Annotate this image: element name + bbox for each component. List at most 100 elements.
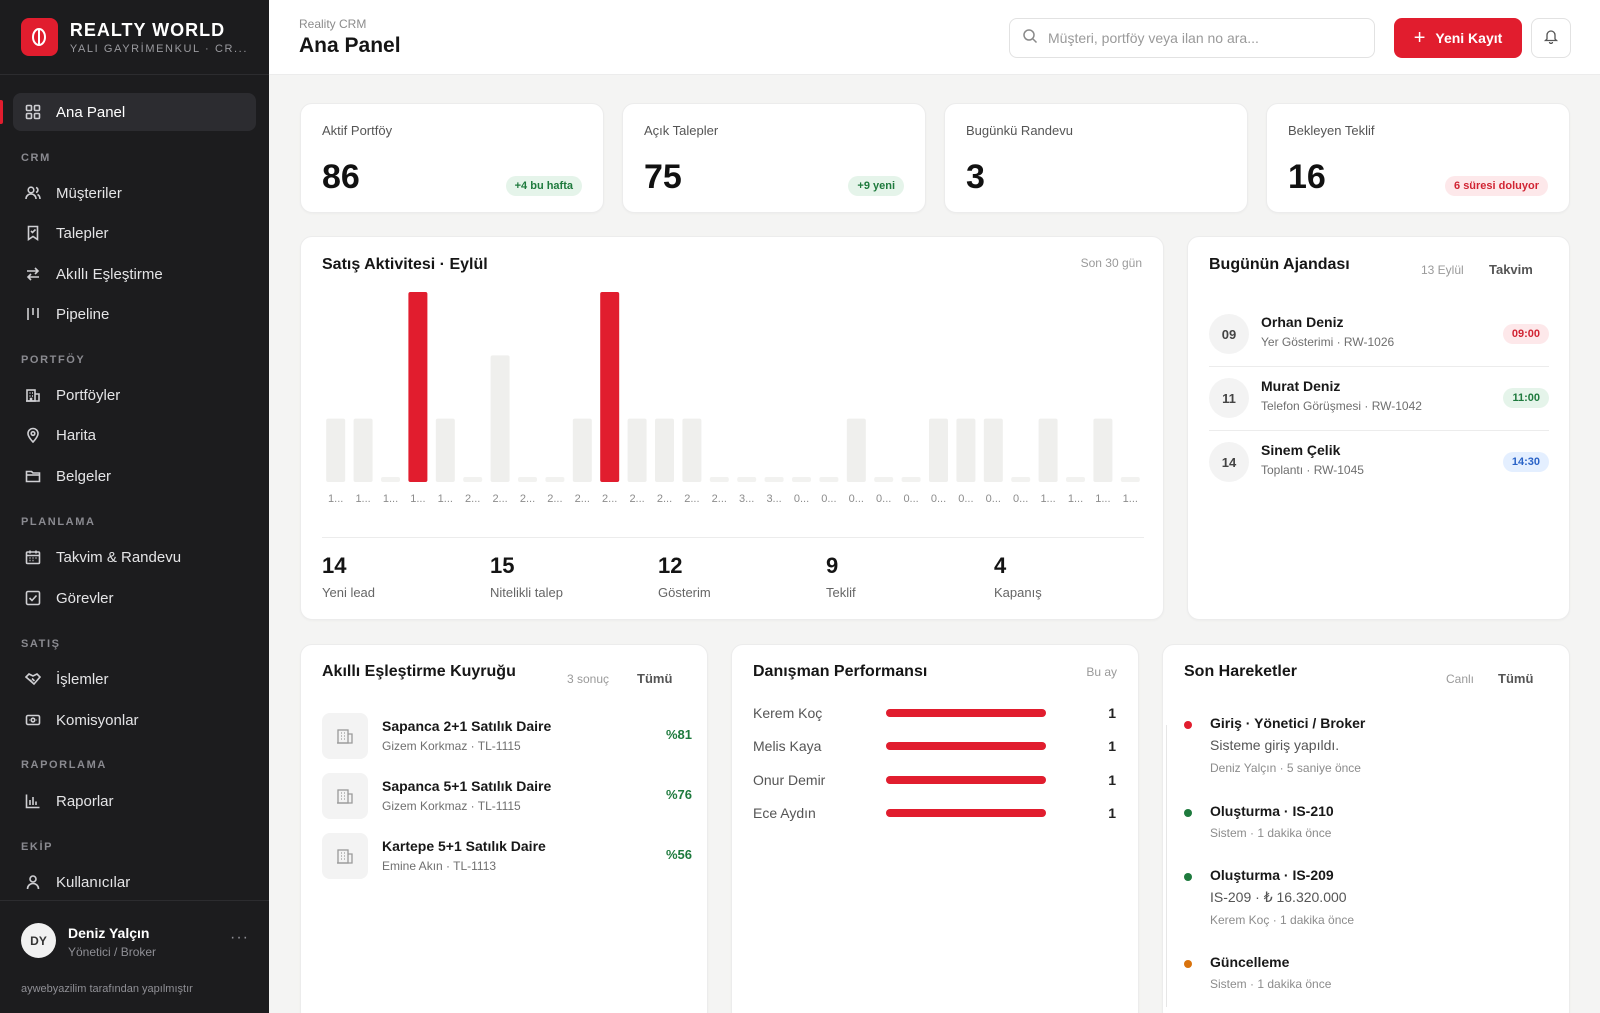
chart-bar[interactable] bbox=[463, 477, 483, 482]
agenda-time: 09:00 bbox=[1502, 324, 1549, 344]
sidebar-item-label: Ana Panel bbox=[56, 103, 126, 121]
checkbox-icon bbox=[24, 589, 42, 607]
match-sub: Gizem Korkmaz · TL-1115 bbox=[382, 799, 521, 813]
more-options-icon[interactable]: ··· bbox=[230, 929, 249, 946]
chart-bar[interactable] bbox=[1038, 418, 1058, 482]
search-input[interactable] bbox=[1048, 30, 1358, 46]
credit-text: aywebyazilim tarafından yapılmıştır bbox=[21, 983, 193, 995]
timeline-line bbox=[1166, 725, 1167, 1007]
stat-badge: +4 bu hafta bbox=[505, 176, 582, 196]
sidebar-item-talepler[interactable]: Talepler bbox=[13, 214, 256, 252]
sidebar-item-raporlar[interactable]: Raporlar bbox=[13, 782, 256, 820]
sidebar-item-label: Müşteriler bbox=[56, 184, 122, 202]
match-item[interactable]: Sapanca 2+1 Satılık Daire Gizem Korkmaz … bbox=[322, 711, 692, 761]
activity-all-link[interactable]: Tümü bbox=[1498, 671, 1534, 686]
chart-bar[interactable] bbox=[353, 418, 373, 482]
stat-card-bekleyen-teklif[interactable]: Bekleyen Teklif 16 6 süresi doluyor bbox=[1266, 103, 1570, 213]
chart-bar[interactable] bbox=[682, 418, 702, 482]
chart-bar[interactable] bbox=[545, 477, 565, 482]
brand[interactable]: REALTY WORLD YALI GAYRİMENKUL · CR... bbox=[0, 0, 269, 75]
avatar[interactable]: DY bbox=[21, 923, 56, 958]
stat-value: 75 bbox=[644, 158, 682, 196]
chart-bar[interactable] bbox=[490, 355, 510, 482]
match-item[interactable]: Kartepe 5+1 Satılık Daire Emine Akın · T… bbox=[322, 831, 692, 881]
sidebar-item-musteriler[interactable]: Müşteriler bbox=[13, 174, 256, 212]
brand-subtitle: YALI GAYRİMENKUL · CR... bbox=[69, 42, 248, 55]
chart-bar[interactable] bbox=[1011, 477, 1031, 482]
chart-bar[interactable] bbox=[709, 477, 729, 482]
chart-bar[interactable] bbox=[764, 477, 784, 482]
sidebar-item-gorevler[interactable]: Görevler bbox=[13, 579, 256, 617]
activity-dot bbox=[1184, 721, 1192, 729]
advisor-value: 1 bbox=[1108, 772, 1116, 788]
activity-title: Son Hareketler bbox=[1184, 663, 1297, 680]
agenda-item[interactable]: 11 Murat Deniz Telefon Görüşmesi · RW-10… bbox=[1209, 367, 1549, 431]
sidebar-item-pipeline[interactable]: Pipeline bbox=[13, 295, 256, 333]
chart-bar[interactable] bbox=[1120, 477, 1140, 482]
chart-bar[interactable] bbox=[627, 418, 647, 482]
chart-bar[interactable] bbox=[435, 418, 455, 482]
agenda-item[interactable]: 14 Sinem Çelik Toplantı · RW-1045 14:30 bbox=[1209, 431, 1549, 495]
performance-row: Onur Demir 1 bbox=[753, 770, 1116, 790]
chart-bar[interactable] bbox=[408, 292, 428, 482]
chart-bar[interactable] bbox=[1093, 418, 1113, 482]
sidebar-item-label: Akıllı Eşleştirme bbox=[56, 265, 163, 283]
performance-bar bbox=[886, 809, 1046, 817]
search-box[interactable] bbox=[1009, 18, 1375, 58]
chart-bar[interactable] bbox=[819, 477, 839, 482]
chart-bar[interactable] bbox=[929, 418, 948, 482]
agenda-sub: Toplantı · RW-1045 bbox=[1261, 463, 1364, 477]
agenda-time: 14:30 bbox=[1502, 452, 1549, 472]
activity-meta: Sistem · 1 dakika önce bbox=[1210, 977, 1332, 991]
new-record-button[interactable]: + Yeni Kayıt bbox=[1394, 18, 1522, 58]
stat-card-acik-talepler[interactable]: Açık Talepler 75 +9 yeni bbox=[622, 103, 926, 213]
sidebar-item-harita[interactable]: Harita bbox=[13, 416, 256, 454]
activity-meta: Sistem · 1 dakika önce bbox=[1210, 826, 1332, 840]
match-title: Sapanca 2+1 Satılık Daire bbox=[382, 718, 552, 734]
user-box: DY Deniz Yalçın Yönetici / Broker ··· ay… bbox=[0, 900, 269, 1013]
sidebar-item-kullanicilar[interactable]: Kullanıcılar bbox=[13, 863, 256, 900]
chart-bar[interactable] bbox=[600, 292, 620, 482]
agenda-item[interactable]: 09 Orhan Deniz Yer Gösterimi · RW-1026 0… bbox=[1209, 303, 1549, 367]
sales-activity-range: Son 30 gün bbox=[1080, 256, 1142, 270]
sidebar-item-komisyonlar[interactable]: Komisyonlar bbox=[13, 701, 256, 739]
chart-bar[interactable] bbox=[737, 477, 757, 482]
chart-tick-label: 1... bbox=[410, 493, 425, 505]
chart-bar[interactable] bbox=[983, 418, 1003, 482]
notifications-button[interactable] bbox=[1531, 18, 1571, 58]
sidebar-item-akilli-eslestirme[interactable]: Akıllı Eşleştirme bbox=[13, 255, 256, 293]
activity-dot bbox=[1184, 873, 1192, 881]
stat-card-bugunku-randevu[interactable]: Bugünkü Randevu 3 bbox=[944, 103, 1248, 213]
chart-tick-label: 1... bbox=[383, 493, 398, 505]
chart-bar[interactable] bbox=[518, 477, 537, 482]
chart-bar[interactable] bbox=[326, 418, 346, 482]
chart-tick-label: 3... bbox=[739, 493, 754, 505]
chart-bar[interactable] bbox=[572, 418, 592, 482]
sidebar-item-label: Belgeler bbox=[56, 467, 112, 485]
chart-tick-label: 1... bbox=[438, 493, 453, 505]
sidebar-item-ana-panel[interactable]: Ana Panel bbox=[0, 93, 256, 131]
chart-bar[interactable] bbox=[381, 477, 400, 482]
sidebar-item-takvim-randevu[interactable]: Takvim & Randevu bbox=[13, 538, 256, 576]
match-item[interactable]: Sapanca 5+1 Satılık Daire Gizem Korkmaz … bbox=[322, 771, 692, 821]
chart-tick-label: 0... bbox=[821, 493, 836, 505]
chart-bar[interactable] bbox=[901, 477, 921, 482]
stat-card-aktif-portfoy[interactable]: Aktif Portföy 86 +4 bu hafta bbox=[300, 103, 604, 213]
chart-bar[interactable] bbox=[792, 477, 811, 482]
sidebar-item-belgeler[interactable]: Belgeler bbox=[13, 457, 256, 495]
building-icon bbox=[322, 833, 368, 879]
activity-title-text: Giriş · Yönetici / Broker bbox=[1210, 715, 1366, 731]
calendar-link[interactable]: Takvim bbox=[1489, 262, 1533, 277]
smart-matching-all-link[interactable]: Tümü bbox=[637, 671, 673, 686]
chart-bar[interactable] bbox=[956, 418, 976, 482]
match-percent: %56 bbox=[665, 847, 692, 862]
performance-bar bbox=[886, 709, 1046, 717]
stat-label: Aktif Portföy bbox=[322, 123, 393, 138]
sidebar-item-portfoyler[interactable]: Portföyler bbox=[13, 376, 256, 414]
sidebar-item-islemler[interactable]: İşlemler bbox=[13, 660, 256, 698]
chart-tick-label: 2... bbox=[575, 493, 590, 505]
chart-bar[interactable] bbox=[655, 418, 674, 482]
chart-bar[interactable] bbox=[1066, 477, 1085, 482]
chart-bar[interactable] bbox=[874, 477, 894, 482]
chart-bar[interactable] bbox=[846, 418, 866, 482]
